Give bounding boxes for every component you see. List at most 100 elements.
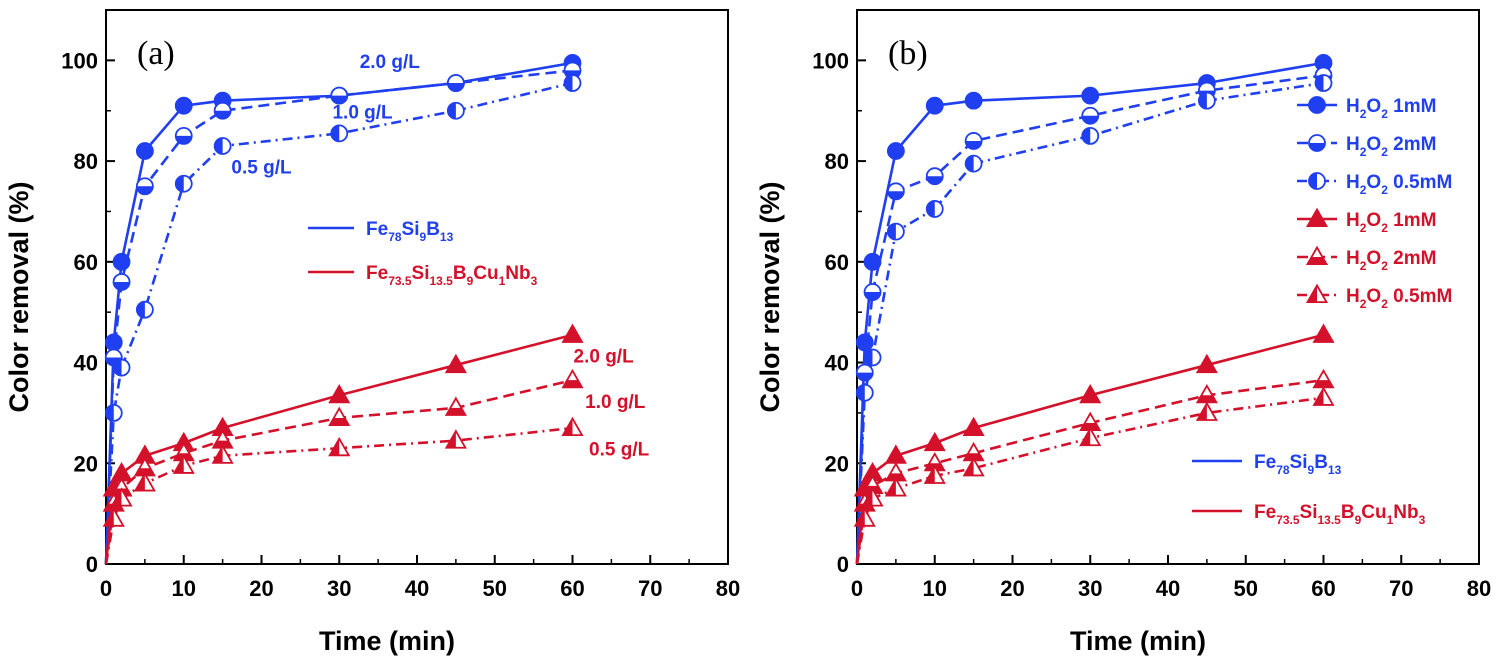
y-axis-title: Color removal (%) <box>755 181 785 412</box>
data-point-marker <box>1195 401 1218 421</box>
x-axis-title: Time (min) <box>1070 626 1206 656</box>
x-tick-label: 80 <box>716 576 740 601</box>
x-axis-title: Time (min) <box>319 626 455 656</box>
x-tick-label: 10 <box>923 576 947 601</box>
marker-fill <box>1082 87 1099 104</box>
data-point-marker <box>213 101 232 120</box>
marker-outline <box>1195 353 1218 374</box>
marker-outline <box>886 222 905 241</box>
data-point-marker <box>884 477 907 497</box>
data-point-marker <box>964 91 983 110</box>
legend-text-part: H <box>1346 96 1360 117</box>
data-point-marker <box>1308 172 1326 190</box>
marker-outline <box>863 283 882 301</box>
legend-subscript: 3 <box>531 274 538 288</box>
legend-subscript: 78 <box>388 230 402 244</box>
marker-outline <box>174 96 193 115</box>
legend-item: H2O2 0.5mM <box>1297 172 1452 197</box>
data-point-marker <box>1312 323 1335 343</box>
marker-outline <box>923 464 946 484</box>
legend-item: H2O2 0.5mM <box>1297 283 1452 311</box>
series-annotation: 2.0 g/L <box>574 347 635 368</box>
marker-outline <box>446 101 465 120</box>
data-point-marker <box>446 101 465 120</box>
legend-label: H2O2 0.5mM <box>1346 172 1452 197</box>
marker-fill <box>1314 380 1333 388</box>
marker-fill <box>1197 355 1217 373</box>
marker-fill <box>1314 325 1333 342</box>
data-point-marker <box>330 124 349 143</box>
data-point-marker <box>446 74 465 92</box>
marker-outline <box>112 358 131 377</box>
legend-item: Fe73.5Si13.5B9Cu1Nb3 <box>1192 502 1426 527</box>
y-tick-label: 0 <box>86 552 98 577</box>
marker-fill <box>1315 54 1332 71</box>
marker-fill <box>446 407 466 415</box>
legend-text-part: B <box>426 219 440 240</box>
marker-outline <box>1197 91 1216 110</box>
legend-item: H2O2 2mM <box>1297 245 1437 273</box>
legend-label: H2O2 1mM <box>1346 96 1436 121</box>
marker-outline <box>962 456 985 477</box>
marker-outline <box>886 182 905 201</box>
legend-subscript: 2 <box>1381 145 1388 159</box>
data-point-marker <box>561 416 584 437</box>
legend-text-part: Si <box>412 263 430 284</box>
marker-fill <box>864 253 881 270</box>
data-point-marker <box>135 177 154 196</box>
marker-fill <box>446 355 466 373</box>
marker-fill <box>1309 97 1325 113</box>
x-tick-label: 80 <box>1467 576 1491 601</box>
legend-subscript: 13 <box>440 230 454 244</box>
marker-outline <box>112 273 131 291</box>
marker-fill <box>113 253 130 270</box>
legend-text-part: Si <box>1300 502 1318 523</box>
marker-fill <box>213 418 233 436</box>
data-point-marker <box>1305 283 1329 304</box>
data-point-marker <box>884 462 907 482</box>
marker-outline <box>1308 172 1326 190</box>
marker-fill <box>329 417 349 426</box>
legend-text-part: 2mM <box>1388 248 1437 269</box>
marker-outline <box>1312 386 1335 406</box>
legend-subscript: 2 <box>1381 107 1388 121</box>
legend-text-part: H <box>1346 286 1360 307</box>
legend-subscript: 2 <box>1360 107 1367 121</box>
data-point-marker <box>1314 74 1333 92</box>
x-tick-label: 60 <box>560 576 584 601</box>
marker-fill <box>964 418 984 436</box>
data-point-marker <box>863 283 882 301</box>
legend-text-part: 1mM <box>1388 96 1437 117</box>
data-point-marker <box>328 383 351 404</box>
marker-fill <box>965 92 982 109</box>
marker-outline <box>863 252 882 271</box>
data-point-marker <box>1197 91 1216 110</box>
data-point-marker <box>1081 106 1100 125</box>
data-point-marker <box>563 74 582 92</box>
x-tick-label: 30 <box>1078 576 1102 601</box>
y-tick-label: 40 <box>825 351 849 376</box>
data-point-marker <box>330 86 349 105</box>
data-point-marker <box>923 464 946 484</box>
legend-subscript: 2 <box>1360 183 1367 197</box>
data-point-marker <box>213 137 232 155</box>
y-tick-label: 60 <box>825 250 849 275</box>
data-point-marker <box>925 200 944 218</box>
legend-text-part: B <box>1341 502 1355 523</box>
legend-label: H2O2 1mM <box>1346 210 1436 235</box>
marker-fill <box>135 468 155 476</box>
data-point-marker <box>1081 86 1100 105</box>
legend-subscript: 3 <box>1419 513 1426 527</box>
x-tick-label: 40 <box>405 576 429 601</box>
legend-text-part: H <box>1346 210 1360 231</box>
legend-text-part: O <box>1366 210 1381 231</box>
legend-label: H2O2 0.5mM <box>1346 286 1452 311</box>
legend-item: H2O2 2mM <box>1297 134 1436 159</box>
marker-fill <box>135 446 155 463</box>
legend-text-part: Fe <box>366 219 388 240</box>
legend-subscript: 13.5 <box>430 274 454 288</box>
marker-fill <box>926 97 943 114</box>
x-tick-label: 70 <box>638 576 662 601</box>
